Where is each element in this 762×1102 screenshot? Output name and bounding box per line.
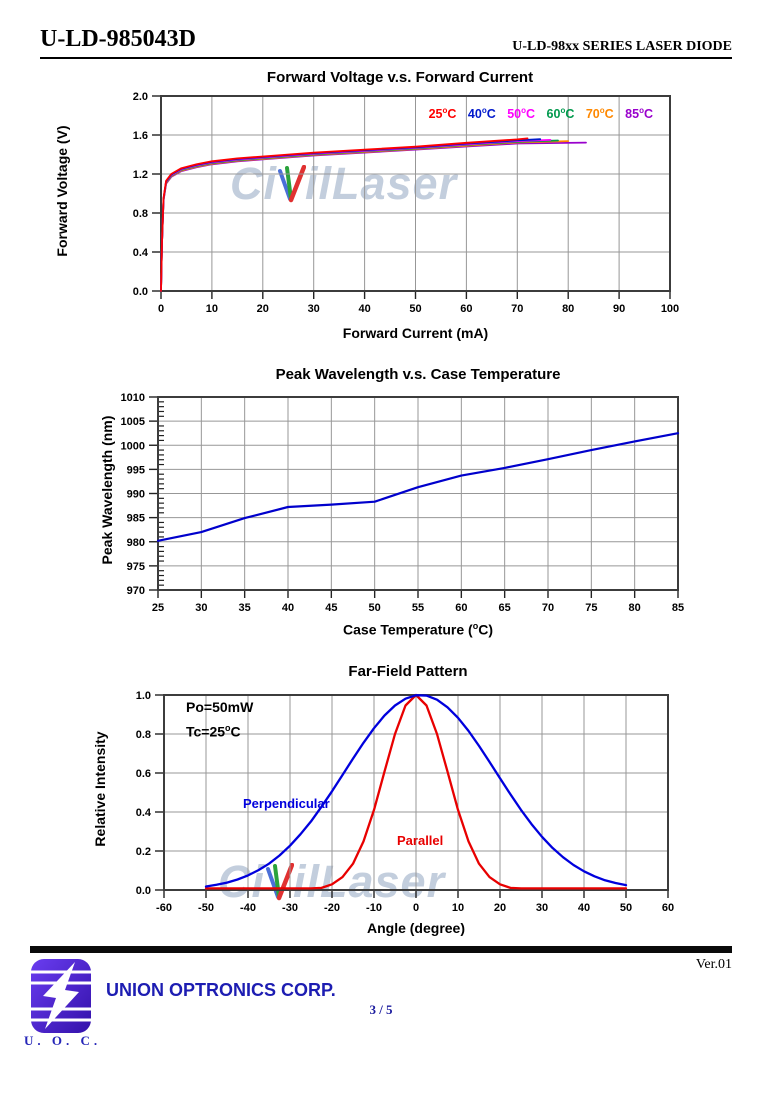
svg-text:975: 975 (127, 561, 145, 573)
svg-text:985: 985 (127, 513, 145, 525)
svg-text:80: 80 (562, 303, 574, 315)
version-label: Ver.01 (695, 957, 732, 972)
svg-text:0.0: 0.0 (136, 885, 151, 897)
svg-text:50: 50 (620, 902, 632, 914)
svg-text:50: 50 (409, 303, 421, 315)
svg-text:1005: 1005 (121, 416, 145, 428)
chart3-conditions: Po=50mW Tc=25oC (186, 697, 253, 743)
page-title: U-LD-985043D (40, 26, 196, 52)
legend-item-40c: 40oC (467, 106, 496, 122)
legend-item-25c: 25oC (428, 106, 457, 122)
svg-text:40: 40 (358, 303, 370, 315)
company-name: UNION OPTRONICS CORP. (106, 980, 336, 1000)
svg-text:45: 45 (325, 602, 337, 614)
svg-text:55: 55 (412, 602, 424, 614)
chart1-plot: 0 10 20 30 40 50 60 70 80 90 100 0.0 0.4 0.8 1.2 1.6 2.0 (133, 91, 679, 315)
chart2-ylabel: Peak Wavelength (nm) (99, 415, 115, 565)
chart3-ylabel: Relative Intensity (92, 731, 108, 847)
svg-text:0: 0 (158, 303, 164, 315)
svg-text:75: 75 (585, 602, 597, 614)
svg-text:0.6: 0.6 (136, 768, 151, 780)
lightning-bolt-icon (43, 962, 79, 1029)
svg-text:-10: -10 (366, 902, 382, 914)
svg-text:60: 60 (460, 303, 472, 315)
svg-text:60: 60 (662, 902, 674, 914)
chart1-legend: 25oC 40oC 50oC 60oC 70oC 85oC (161, 106, 653, 121)
parallel-curve-label: Parallel (397, 833, 444, 848)
series-subtitle: U-LD-98xx SERIES LASER DIODE (512, 39, 732, 54)
chart1-xlabel: Forward Current (mA) (342, 325, 489, 341)
svg-text:980: 980 (127, 537, 145, 549)
logo-caption: U. O. C. (24, 1033, 102, 1048)
svg-text:70: 70 (511, 303, 523, 315)
footer-rule (30, 946, 732, 953)
svg-text:70: 70 (542, 602, 554, 614)
chart3-title: Far-Field Pattern (348, 663, 468, 680)
svg-text:1000: 1000 (121, 440, 145, 452)
chart1-ylabel: Forward Voltage (V) (54, 125, 70, 257)
svg-text:40: 40 (282, 602, 294, 614)
svg-text:30: 30 (195, 602, 207, 614)
svg-text:-20: -20 (324, 902, 340, 914)
svg-text:20: 20 (494, 902, 506, 914)
chart2-xlabel: Case Temperature (oC) (343, 621, 493, 638)
svg-text:10: 10 (206, 303, 218, 315)
chart1-title: Forward Voltage v.s. Forward Current (266, 69, 534, 86)
perpendicular-curve-label: Perpendicular (243, 796, 330, 811)
svg-text:0.4: 0.4 (136, 807, 152, 819)
tc-annotation: Tc=25oC (186, 723, 241, 740)
svg-text:970: 970 (127, 585, 145, 597)
chart2-title: Peak Wavelength v.s. Case Temperature (275, 366, 561, 383)
chart3-plot: -60 -50 -40 -30 -20 -10 0 10 20 30 40 50 60 0.0 0.2 0.4… (136, 690, 674, 914)
chart2-plot: 25 30 35 40 45 50 55 60 65 70 75 80 85 970 975 980 985 99… (121, 392, 685, 614)
legend-item-60c: 60oC (546, 106, 575, 122)
svg-text:1.2: 1.2 (133, 169, 148, 181)
svg-text:65: 65 (499, 602, 511, 614)
svg-text:10: 10 (452, 902, 464, 914)
svg-text:25: 25 (152, 602, 164, 614)
civillaser-v-mark (276, 162, 307, 203)
svg-text:80: 80 (629, 602, 641, 614)
svg-text:-30: -30 (282, 902, 298, 914)
legend-item-85c: 85oC (625, 106, 653, 122)
svg-text:2.0: 2.0 (133, 91, 148, 103)
svg-text:50: 50 (369, 602, 381, 614)
chart3-xlabel: Angle (degree) (366, 920, 465, 936)
svg-text:0.0: 0.0 (133, 286, 148, 298)
svg-text:85: 85 (672, 602, 684, 614)
svg-text:35: 35 (239, 602, 251, 614)
svg-text:1010: 1010 (121, 392, 145, 404)
legend-item-70c: 70oC (585, 106, 614, 122)
svg-text:30: 30 (536, 902, 548, 914)
svg-text:0.8: 0.8 (133, 208, 148, 220)
legend-item-50c: 50oC (507, 106, 536, 122)
svg-text:60: 60 (455, 602, 467, 614)
svg-text:1.0: 1.0 (136, 690, 151, 702)
svg-text:100: 100 (661, 303, 679, 315)
svg-text:0.4: 0.4 (133, 247, 149, 259)
svg-text:-60: -60 (156, 902, 172, 914)
header-rule (40, 57, 732, 59)
svg-text:0.8: 0.8 (136, 729, 151, 741)
civillaser-watermark: Ci ilLaser (230, 158, 458, 209)
civillaser-watermark-2: Ci ilLaser (218, 856, 446, 907)
svg-text:0.2: 0.2 (136, 846, 151, 858)
svg-text:995: 995 (127, 464, 145, 476)
svg-text:40: 40 (578, 902, 590, 914)
po-annotation: Po=50mW (186, 699, 254, 715)
svg-text:30: 30 (308, 303, 320, 315)
svg-text:20: 20 (257, 303, 269, 315)
page-number: 3 / 5 (369, 1002, 393, 1017)
svg-text:990: 990 (127, 489, 145, 501)
svg-text:90: 90 (613, 303, 625, 315)
svg-text:0: 0 (413, 902, 419, 914)
uoc-logo (30, 958, 92, 1039)
svg-text:-50: -50 (198, 902, 214, 914)
svg-text:1.6: 1.6 (133, 130, 148, 142)
svg-text:-40: -40 (240, 902, 256, 914)
